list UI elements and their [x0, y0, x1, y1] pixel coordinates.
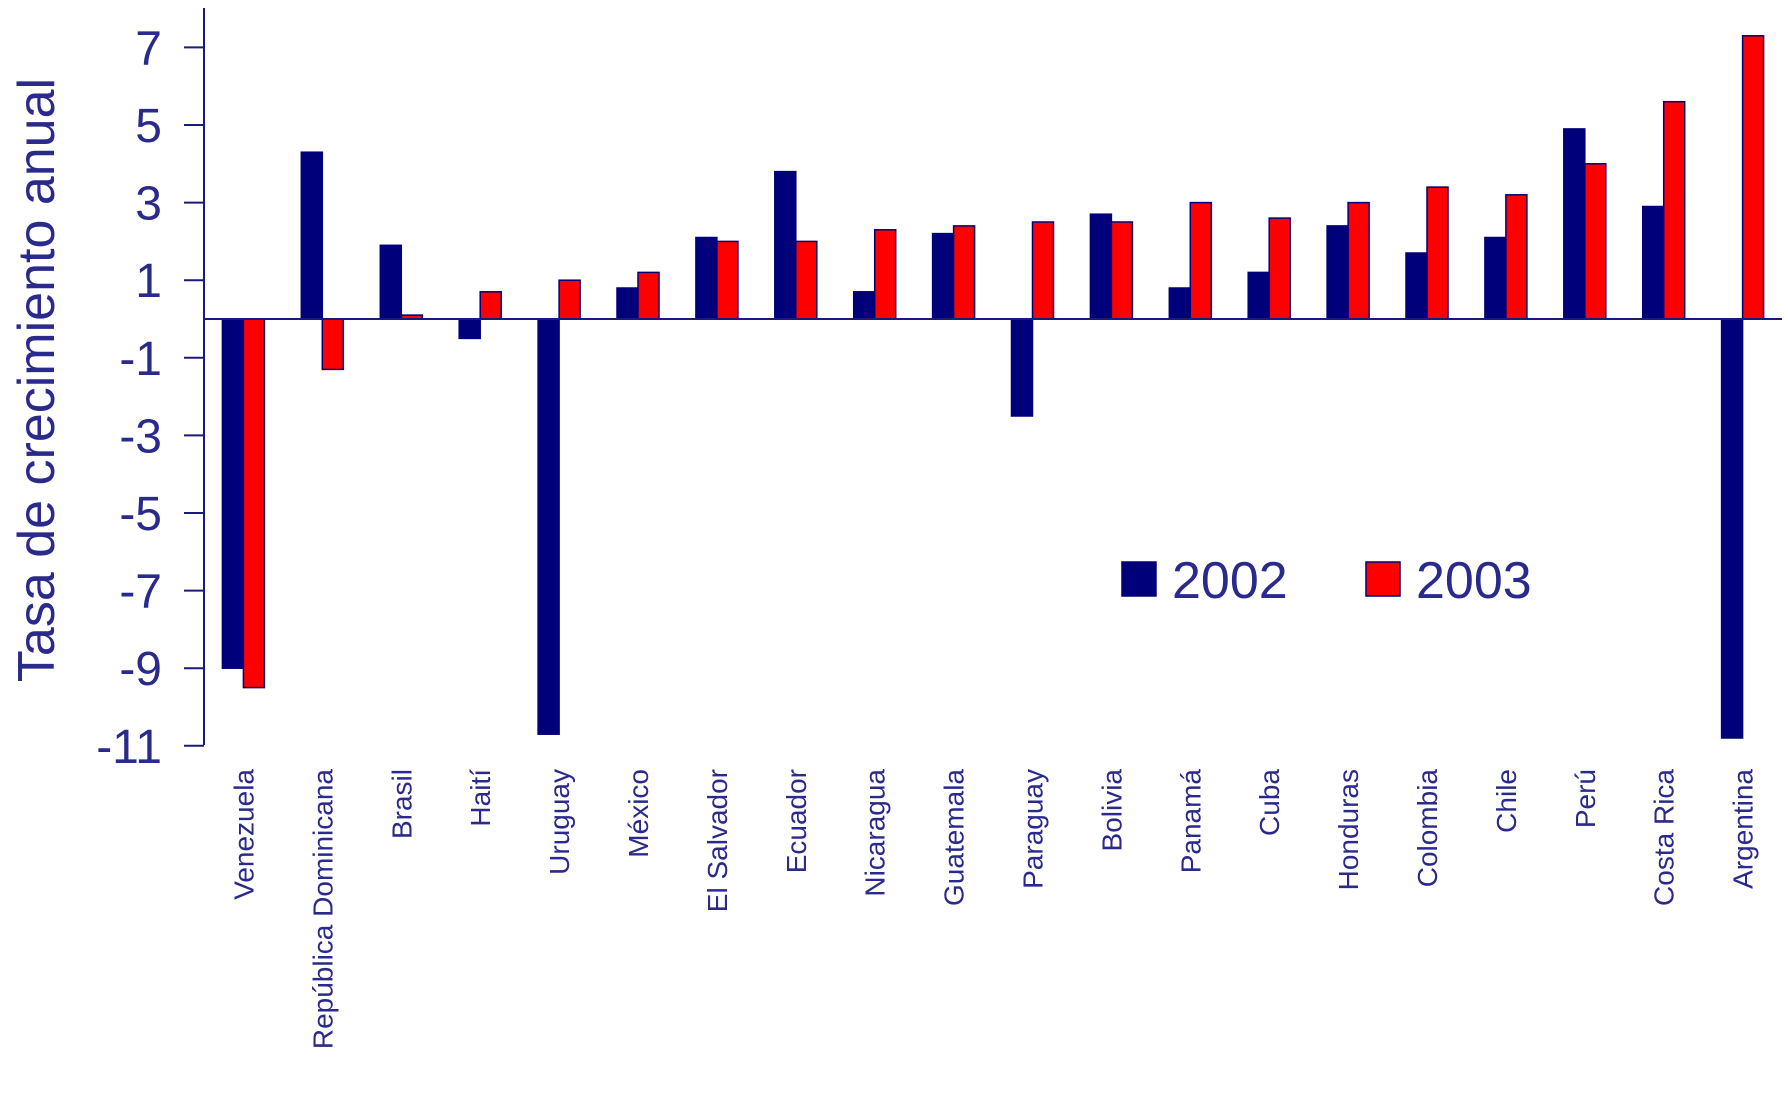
bar-2002-cuba [1247, 271, 1270, 320]
bar-2003-honduras [1347, 201, 1370, 320]
x-tick-label: República Dominicana [307, 769, 338, 1050]
bar-2002-argentina [1720, 318, 1744, 739]
bar-2003-perú [1584, 163, 1607, 320]
bar-2002-ecuador [774, 170, 797, 320]
bar-2002-costa-rica [1641, 205, 1665, 320]
bar-2002-colombia [1405, 252, 1428, 320]
x-tick-label: Argentina [1728, 769, 1759, 889]
bar-2003-haití [479, 291, 502, 320]
bar-2002-chile [1484, 236, 1507, 320]
legend-label-2002: 2002 [1172, 552, 1288, 610]
bar-2002-el-salvador [695, 236, 718, 320]
bar-2003-venezuela [242, 318, 266, 689]
bar-2003-colombia [1426, 186, 1449, 320]
x-tick-label: Costa Rica [1649, 769, 1680, 906]
bar-2003-el-salvador [716, 240, 739, 320]
y-axis-label: Tasa de crecimiento anual [8, 78, 66, 682]
legend-swatch-2002 [1121, 561, 1157, 597]
bar-2003-uruguay [558, 279, 581, 320]
bar-2002-nicaragua [852, 291, 876, 320]
x-tick-label: El Salvador [702, 769, 733, 912]
bar-2003-república-dominicana [321, 318, 345, 371]
y-tick-label: -1 [119, 333, 162, 386]
legend: 2002 2003 [1121, 552, 1532, 610]
bar-2002-honduras [1326, 225, 1349, 320]
bar-2002-bolivia [1089, 213, 1113, 320]
x-tick-label: Paraguay [1018, 769, 1049, 889]
x-tick-label: Cuba [1254, 769, 1285, 836]
bar-2002-haití [458, 318, 481, 340]
bar-2003-ecuador [795, 240, 818, 320]
bar-2002-uruguay [537, 318, 560, 735]
y-tick-label: -3 [119, 410, 162, 463]
bar-2003-panamá [1189, 201, 1213, 320]
x-tick-label: Bolivia [1096, 769, 1127, 852]
bar-2002-guatemala [931, 232, 955, 320]
bar-2003-bolivia [1110, 221, 1134, 320]
x-tick-label: Venezuela [228, 769, 259, 900]
y-tick-label: -9 [119, 643, 162, 696]
bar-2002-panamá [1168, 287, 1192, 320]
bar-2002-perú [1563, 128, 1586, 320]
x-tick-label: Chile [1491, 769, 1522, 833]
bar-2002-venezuela [221, 318, 245, 669]
bar-2003-guatemala [952, 225, 976, 320]
bar-2003-nicaragua [873, 229, 897, 320]
bar-2003-paraguay [1031, 221, 1055, 320]
x-tick-label: Panamá [1175, 769, 1206, 874]
y-tick-label: 7 [135, 22, 162, 75]
bar-2003-argentina [1741, 35, 1765, 320]
legend-swatch-2003 [1365, 561, 1401, 597]
x-tick-label: Guatemala [939, 769, 970, 906]
legend-label-2003: 2003 [1416, 552, 1532, 610]
y-tick-label: -11 [96, 721, 162, 774]
bar-2002-paraguay [1010, 318, 1034, 417]
x-tick-label: Haití [465, 769, 496, 827]
y-tick-label: -7 [119, 566, 162, 619]
y-tick-label: 3 [135, 178, 162, 231]
bar-2003-méxico [637, 271, 660, 320]
y-tick-label: -5 [119, 488, 162, 541]
bar-2003-chile [1505, 194, 1528, 320]
axes-layer [184, 8, 1782, 747]
bars-layer [221, 35, 1765, 739]
x-tick-label: Ecuador [781, 769, 812, 873]
y-tick-label: 5 [135, 100, 162, 153]
labels-layer: Venezuela República Dominicana Brasil Haití… [8, 22, 1759, 1049]
x-tick-label: Honduras [1333, 769, 1364, 890]
bar-2002-méxico [616, 287, 639, 320]
x-tick-label: Perú [1570, 769, 1601, 828]
x-tick-label: Colombia [1412, 769, 1443, 888]
y-tick-label: 1 [135, 255, 162, 308]
bar-2002-brasil [379, 244, 403, 320]
bar-2003-cuba [1268, 217, 1291, 320]
x-tick-label: México [623, 769, 654, 858]
bar-2003-costa-rica [1662, 100, 1686, 320]
x-tick-label: Nicaragua [860, 769, 891, 897]
x-tick-label: Uruguay [544, 769, 575, 875]
x-tick-label: Brasil [386, 769, 417, 839]
bar-2002-república-dominicana [300, 151, 324, 320]
